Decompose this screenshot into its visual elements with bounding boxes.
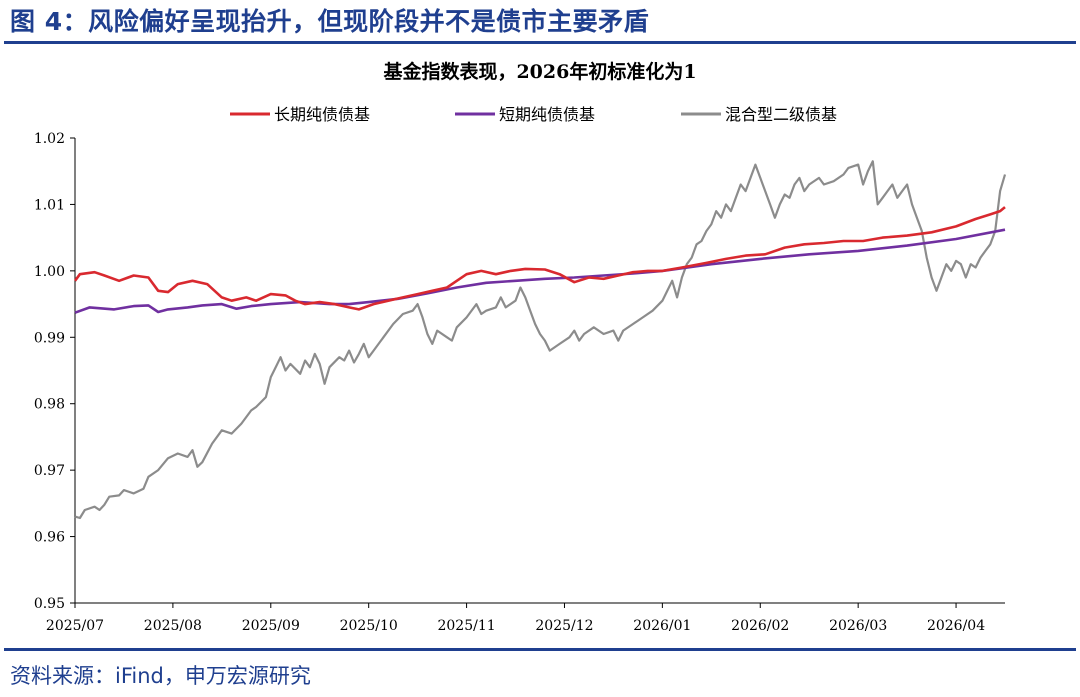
line-chart: 基金指数表现，2026年初标准化为1 长期纯债债基 短期纯债债基 混合型二级债基 0…: [34, 60, 1007, 634]
x-tick-label: 2025/07: [46, 618, 104, 634]
figure-title: 图 4：风险偏好呈现抬升，但现阶段并不是债市主要矛盾: [10, 7, 650, 36]
x-tick-label: 2025/09: [242, 618, 300, 634]
x-tick-label: 2026/01: [633, 618, 691, 634]
x-tick-label: 2026/04: [927, 618, 985, 634]
y-tick-label: 0.96: [34, 530, 65, 546]
legend-label: 混合型二级债基: [725, 105, 837, 124]
source-note: 资料来源：iFind，申万宏源研究: [10, 664, 311, 688]
x-tick-label: 2025/10: [340, 618, 398, 634]
y-tick-label: 0.95: [34, 596, 65, 612]
series-lines: [73, 160, 1007, 520]
legend-label: 短期纯债债基: [499, 105, 595, 124]
legend-label: 长期纯债债基: [274, 105, 370, 124]
source-divider: [4, 648, 1076, 651]
series-line-0: [73, 206, 1006, 311]
series-line-2: [74, 160, 1007, 520]
y-tick-label: 0.97: [34, 463, 65, 479]
x-tick-label: 2026/03: [829, 618, 887, 634]
title-divider: [4, 41, 1076, 44]
y-tick-label: 1.00: [34, 264, 65, 280]
x-axis: 2025/07 2025/08 2025/09 2025/10 2025/11 2025/…: [46, 602, 1005, 634]
x-tick-label: 2025/11: [437, 618, 495, 634]
y-tick-label: 0.99: [34, 330, 65, 346]
x-tick-label: 2026/02: [731, 618, 789, 634]
y-tick-label: 0.98: [34, 397, 65, 413]
series-line-1: [74, 228, 1006, 314]
x-tick-label: 2025/12: [535, 618, 593, 634]
y-axis: 0.95 0.96 0.97 0.98 0.99 1.00 1.01 1.02: [34, 131, 76, 612]
chart-title: 基金指数表现，2026年初标准化为1: [382, 60, 696, 83]
x-tick-label: 2025/08: [144, 618, 202, 634]
chart-legend: 长期纯债债基 短期纯债债基 混合型二级债基: [230, 105, 837, 124]
y-tick-label: 1.01: [34, 197, 65, 213]
y-tick-label: 1.02: [34, 131, 65, 147]
